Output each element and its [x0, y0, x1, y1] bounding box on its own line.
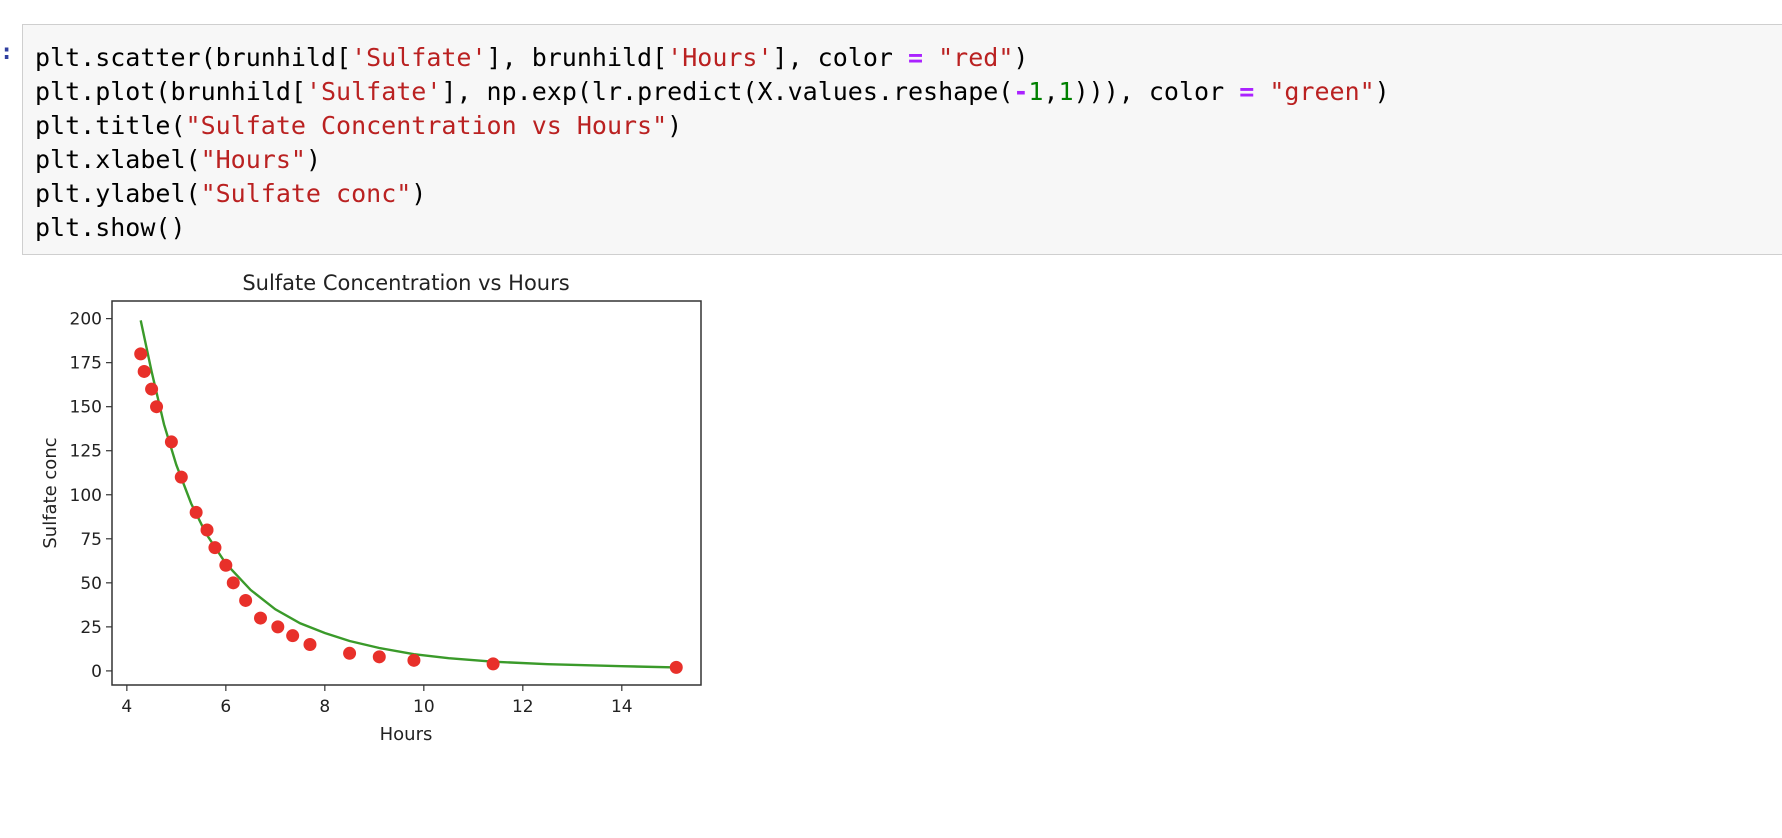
code-token: )	[1374, 77, 1390, 106]
data-point	[343, 646, 357, 660]
code-token: "Sulfate Concentration vs Hours"	[185, 111, 668, 140]
data-point	[239, 593, 253, 607]
data-point	[226, 576, 240, 590]
data-point	[134, 347, 148, 361]
y-tick-label: 175	[70, 354, 102, 374]
code-line: plt.title("Sulfate Concentration vs Hour…	[35, 109, 1771, 143]
x-tick-label: 12	[512, 697, 534, 717]
x-axis-label: Hours	[380, 724, 433, 745]
y-tick-label: 125	[70, 442, 102, 462]
code-cell[interactable]: plt.scatter(brunhild['Sulfate'], brunhil…	[22, 24, 1782, 255]
code-line: plt.show()	[35, 211, 1771, 245]
code-token: 1	[1058, 77, 1074, 106]
x-tick-label: 10	[413, 697, 435, 717]
data-point	[253, 611, 267, 625]
y-tick-label: 150	[70, 398, 102, 418]
cell-output: Sulfate Concentration vs Hours Sulfate c…	[36, 268, 816, 818]
code-token	[923, 43, 938, 72]
code-token: ,	[1043, 77, 1059, 106]
x-tick-label: 8	[319, 697, 330, 717]
code-token: =	[908, 43, 924, 72]
code-token: )	[305, 145, 321, 174]
data-point	[200, 523, 214, 537]
x-tick-label: 4	[121, 697, 132, 717]
code-token: "Hours"	[200, 145, 306, 174]
code-token: plt.plot(brunhild[	[35, 77, 306, 106]
cell-prompt: :	[0, 40, 14, 65]
code-line: plt.scatter(brunhild['Sulfate'], brunhil…	[35, 41, 1771, 75]
code-token: ], np.exp(lr.predict(X.values.reshape(	[441, 77, 1014, 106]
code-token: )	[411, 179, 427, 208]
scatter-chart: Sulfate Concentration vs Hours Sulfate c…	[40, 271, 702, 745]
code-editor[interactable]: plt.scatter(brunhild['Sulfate'], brunhil…	[23, 25, 1782, 261]
data-point	[286, 629, 300, 643]
x-tick-label: 14	[611, 697, 633, 717]
data-point	[669, 660, 683, 674]
y-tick-label: 75	[80, 530, 102, 550]
code-token: "green"	[1269, 77, 1375, 106]
code-line: plt.plot(brunhild['Sulfate'], np.exp(lr.…	[35, 75, 1771, 109]
y-tick-label: 25	[80, 618, 102, 638]
fit-line	[139, 320, 677, 669]
code-token: "Sulfate conc"	[200, 179, 412, 208]
y-tick-label: 100	[70, 486, 102, 506]
code-token: plt.show()	[35, 213, 186, 242]
data-point	[303, 637, 317, 651]
code-line: plt.ylabel("Sulfate conc")	[35, 177, 1771, 211]
plot-frame	[111, 300, 702, 686]
code-line: plt.xlabel("Hours")	[35, 143, 1771, 177]
data-point	[164, 435, 178, 449]
code-token: plt.title(	[35, 111, 186, 140]
code-token: 'Sulfate'	[351, 43, 487, 72]
code-token: )	[667, 111, 683, 140]
code-token: 1	[1028, 77, 1044, 106]
code-token: )	[1013, 43, 1029, 72]
code-token: plt.xlabel(	[35, 145, 201, 174]
code-token: ], brunhild[	[486, 43, 668, 72]
y-axis-label-group: Sulfate conc	[40, 437, 61, 548]
data-point	[189, 505, 203, 519]
code-token: ], color	[772, 43, 908, 72]
code-token: 'Hours'	[667, 43, 773, 72]
data-point	[219, 558, 233, 572]
data-point	[407, 653, 421, 667]
code-token: ))), color	[1073, 77, 1240, 106]
y-tick-label: 200	[70, 310, 102, 330]
code-token: 'Sulfate'	[305, 77, 442, 106]
x-tick-label: 6	[220, 697, 231, 717]
y-axis-label: Sulfate conc	[40, 437, 61, 548]
code-token: plt.ylabel(	[35, 179, 201, 208]
code-token	[1254, 77, 1269, 106]
data-point	[145, 382, 159, 396]
y-tick-label: 0	[91, 662, 102, 682]
code-token: "red"	[938, 43, 1014, 72]
code-token: plt.scatter(brunhild[	[35, 43, 352, 72]
plot-area: 4 6 8 10 12 14 0 25 50 75 100 125 150 175 200	[70, 300, 702, 717]
data-point	[372, 650, 386, 664]
data-point	[174, 470, 188, 484]
code-token: -	[1013, 77, 1029, 106]
data-point	[486, 657, 500, 671]
code-token: =	[1239, 77, 1255, 106]
data-point	[150, 400, 164, 414]
y-tick-label: 50	[80, 574, 102, 594]
chart-title: Sulfate Concentration vs Hours	[242, 271, 569, 295]
data-point	[271, 620, 285, 634]
data-point	[208, 541, 222, 555]
data-point	[137, 364, 151, 378]
